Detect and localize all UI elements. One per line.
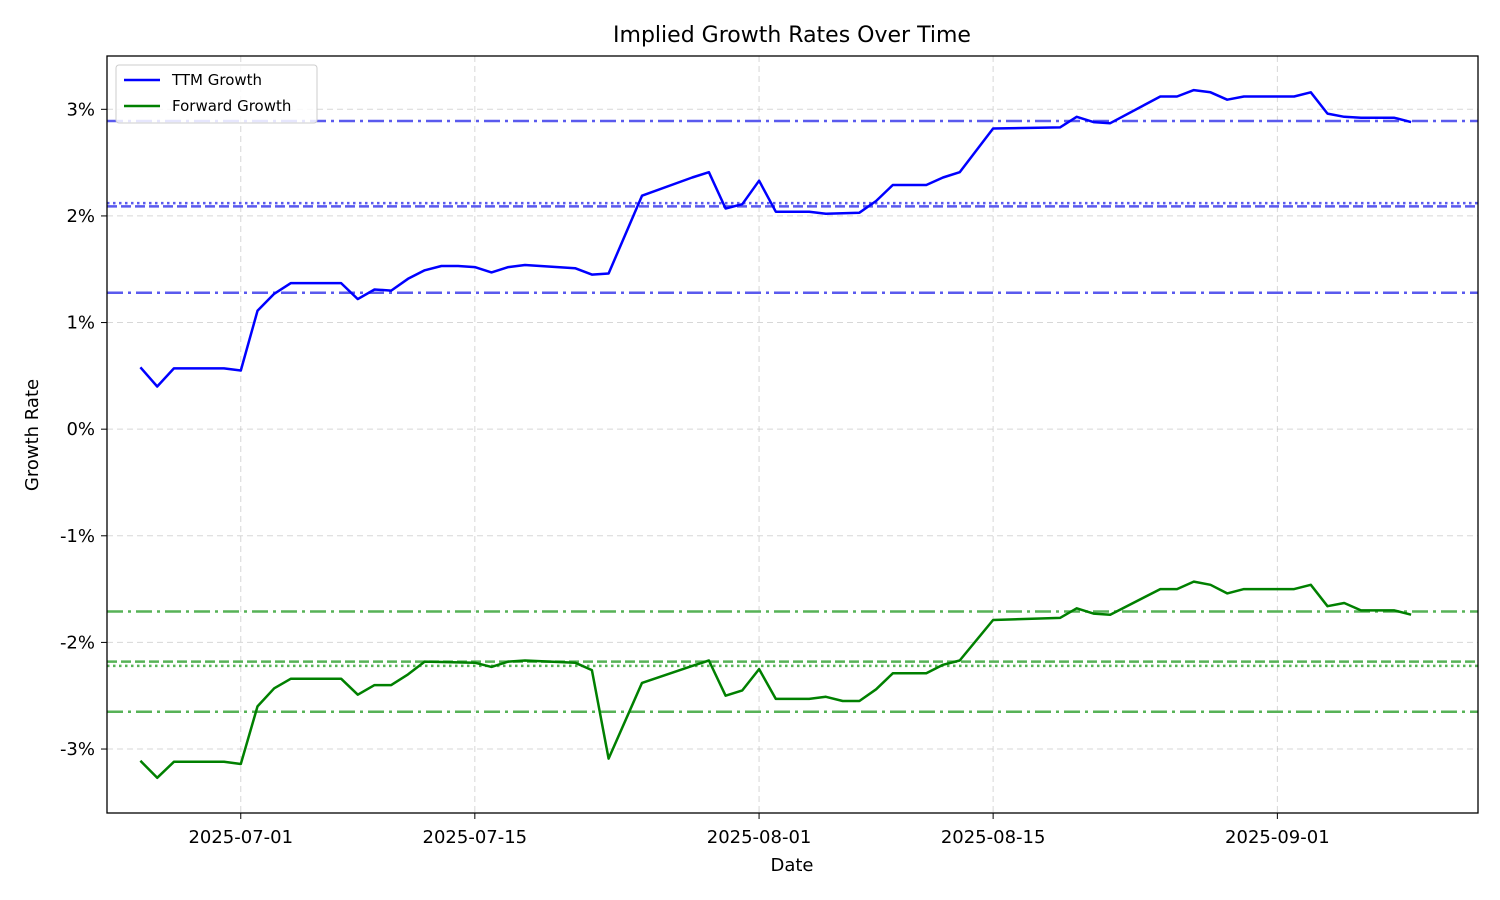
y-axis-label: Growth Rate — [22, 379, 43, 491]
x-tick-label: 2025-07-15 — [423, 827, 528, 848]
y-tick-label: -3% — [60, 739, 95, 760]
x-axis-label: Date — [770, 855, 813, 876]
series-line — [139, 88, 1412, 388]
x-axis-ticks: 2025-07-01 2025-07-15 2025-08-01 2025-08-15… — [188, 813, 1330, 848]
plot-frame — [106, 55, 1479, 814]
y-tick-label: -1% — [60, 526, 95, 547]
legend: TTM Growth Forward Growth — [115, 64, 318, 124]
x-tick-label: 2025-08-01 — [707, 827, 812, 848]
y-tick-label: 1% — [66, 313, 95, 334]
y-tick-label: 2% — [66, 206, 95, 227]
y-tick-label: 0% — [66, 419, 95, 440]
y-axis-ticks: -3% -2% -1% 0% 1% 2% 3% — [60, 99, 107, 760]
grid-lines — [107, 56, 1478, 813]
x-tick-label: 2025-09-01 — [1225, 827, 1330, 848]
y-tick-label: 3% — [66, 99, 95, 120]
legend-label: TTM Growth — [171, 71, 262, 89]
x-tick-label: 2025-08-15 — [941, 827, 1046, 848]
x-tick-label: 2025-07-01 — [188, 827, 293, 848]
series-line — [139, 580, 1412, 780]
y-tick-label: -2% — [60, 632, 95, 653]
series-lines — [139, 88, 1412, 780]
legend-label: Forward Growth — [172, 97, 291, 115]
legend-box — [115, 64, 318, 124]
chart-title: Implied Growth Rates Over Time — [613, 23, 971, 48]
reference-lines — [107, 119, 1478, 713]
